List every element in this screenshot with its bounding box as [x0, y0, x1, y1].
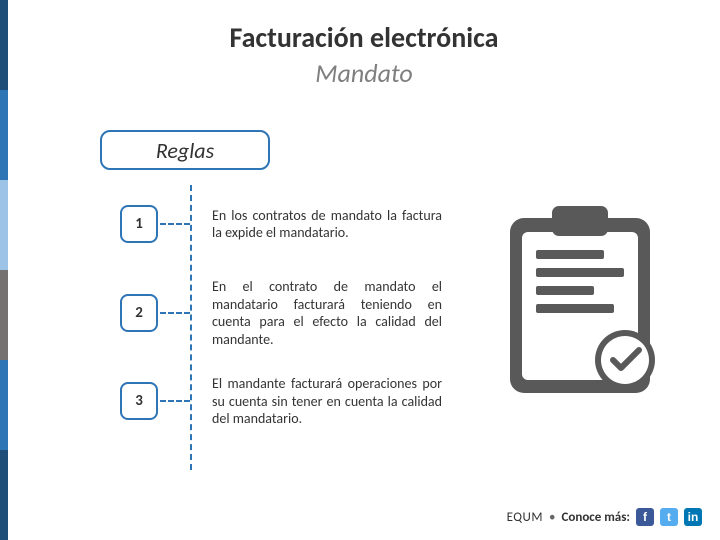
footer-conoce: Conoce más:	[561, 510, 630, 525]
stripe-segment	[0, 180, 8, 270]
sidebar-stripe	[0, 0, 8, 540]
rule-text: El mandante facturará operaciones por su…	[212, 375, 442, 428]
rule-number: 3	[120, 382, 158, 420]
page-title: Facturación electrónica	[8, 20, 720, 55]
rule-row: 1 En los contratos de mandato la factura…	[120, 205, 442, 243]
linkedin-icon[interactable]: in	[684, 508, 702, 526]
rule-connector	[160, 312, 190, 314]
rule-row: 2 En el contrato de mandato el mandatari…	[120, 278, 442, 348]
footer-brand: EQUM	[507, 510, 543, 525]
facebook-icon[interactable]: f	[636, 508, 654, 526]
rule-connector	[160, 400, 190, 402]
rule-connector	[160, 223, 190, 225]
page-subtitle: Mandato	[8, 57, 720, 89]
rule-text: En los contratos de mandato la factura l…	[212, 207, 442, 242]
stripe-segment	[0, 450, 8, 540]
reglas-box: Reglas	[100, 130, 270, 170]
reglas-label: Reglas	[156, 137, 214, 164]
rule-row: 3 El mandante facturará operaciones por …	[120, 375, 442, 428]
rule-text: En el contrato de mandato el mandatario …	[212, 278, 442, 348]
header: Facturación electrónica Mandato	[8, 20, 720, 89]
footer: EQUM • Conoce más: f t in	[507, 508, 702, 526]
clipboard-check-icon	[500, 200, 660, 400]
stripe-segment	[0, 0, 8, 90]
rule-number: 1	[120, 205, 158, 243]
rule-number: 2	[120, 294, 158, 332]
stripe-segment	[0, 360, 8, 450]
stripe-segment	[0, 90, 8, 180]
twitter-icon[interactable]: t	[660, 508, 678, 526]
footer-separator: •	[549, 510, 555, 525]
stripe-segment	[0, 270, 8, 360]
